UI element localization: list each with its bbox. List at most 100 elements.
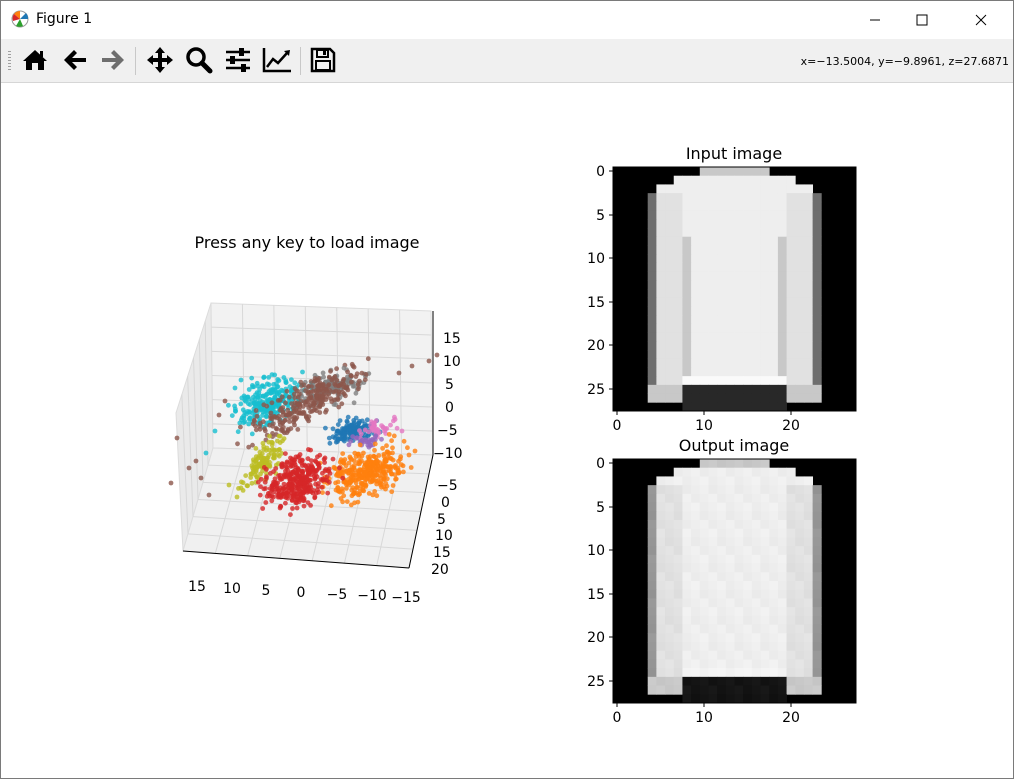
scatter-point — [236, 486, 241, 491]
scatter-point — [356, 420, 362, 426]
image-pixel — [717, 589, 727, 599]
scatter-point — [354, 484, 360, 490]
scatter-point — [238, 377, 244, 383]
figure-svg[interactable]: Press any key to load image 15 10 5 — [1, 83, 1013, 778]
image-pixel — [699, 402, 709, 412]
scatter-point — [358, 480, 364, 486]
image-pixel — [699, 589, 709, 599]
image-pixel — [725, 289, 735, 299]
image-pixel — [812, 642, 822, 652]
image-pixel — [769, 642, 779, 652]
image-pixel — [777, 467, 787, 477]
image-pixel — [656, 668, 666, 678]
scatter-point — [275, 452, 281, 458]
forward-button[interactable] — [96, 43, 130, 77]
image-pixel — [769, 323, 779, 333]
scatter-point — [330, 426, 336, 432]
image-pixel — [656, 581, 666, 591]
image-pixel — [708, 572, 718, 582]
image-pixel — [725, 393, 735, 403]
home-button[interactable] — [18, 43, 52, 77]
image-pixel — [795, 358, 805, 368]
scatter-point — [355, 499, 361, 505]
image-pixel — [717, 219, 727, 229]
pan-button[interactable] — [143, 43, 177, 77]
image-pixel — [682, 676, 692, 686]
image-pixel — [656, 554, 666, 564]
image-pixel — [734, 537, 744, 547]
x-tick-label: 10 — [695, 710, 713, 726]
image-pixel — [751, 376, 761, 386]
image-pixel — [691, 485, 701, 495]
image-pixel — [656, 485, 666, 495]
image-pixel — [769, 554, 779, 564]
back-button[interactable] — [58, 43, 92, 77]
scatter-point — [361, 439, 367, 445]
image-pixel — [673, 289, 683, 299]
image-pixel — [725, 502, 735, 512]
image-pixel — [803, 650, 814, 660]
image-pixel — [647, 201, 657, 211]
move-icon — [147, 47, 173, 73]
image-pixel — [647, 554, 657, 564]
image-pixel — [647, 572, 657, 582]
image-pixel — [656, 297, 666, 307]
image-pixel — [725, 306, 735, 316]
image-pixel — [777, 537, 787, 547]
scatter-point — [250, 442, 255, 448]
figure-canvas[interactable]: Press any key to load image 15 10 5 — [1, 83, 1013, 778]
output-image-axes[interactable]: Output image 0 5 10 15 20 25 — [587, 436, 857, 726]
subplots-button[interactable] — [221, 43, 255, 77]
image-pixel — [760, 236, 770, 246]
maximize-button[interactable] — [899, 1, 945, 39]
scatter-point — [385, 464, 391, 470]
scatter-point — [352, 450, 358, 456]
image-pixel — [751, 467, 761, 477]
image-pixel — [795, 323, 805, 333]
image-pixel — [751, 537, 761, 547]
scatter-point — [168, 480, 174, 486]
scatter-point — [364, 417, 370, 423]
image-pixel — [760, 676, 770, 686]
image-pixel — [699, 201, 709, 211]
image-pixel — [691, 297, 701, 307]
zoom-button[interactable] — [182, 43, 216, 77]
scatter-point — [383, 426, 388, 432]
image-pixel — [812, 493, 822, 503]
toolbar-grip[interactable] — [8, 51, 11, 71]
input-image-axes[interactable]: Input image 0 5 10 15 20 25 — [587, 144, 857, 434]
minimize-button[interactable] — [852, 1, 898, 39]
image-pixel — [691, 393, 701, 403]
scatter-point — [239, 395, 245, 401]
scatter-point — [399, 462, 404, 468]
image-pixel — [795, 201, 805, 211]
scatter-point — [245, 483, 251, 489]
image-pixel — [717, 167, 727, 177]
image-pixel — [691, 633, 701, 643]
image-pixel — [812, 201, 822, 211]
customize-button[interactable] — [260, 43, 294, 77]
image-pixel — [786, 511, 796, 521]
close-button[interactable] — [958, 1, 1004, 39]
image-pixel — [734, 607, 744, 617]
image-pixel — [673, 350, 683, 360]
image-pixel — [665, 520, 675, 530]
scatter-point — [347, 454, 353, 460]
scatter-3d-axes[interactable]: Press any key to load image 15 10 5 — [168, 233, 463, 606]
image-pixel — [803, 528, 814, 538]
grid-line — [198, 339, 204, 483]
title-bar[interactable]: Figure 1 — [1, 1, 1013, 39]
image-pixel — [717, 572, 727, 582]
save-button[interactable] — [306, 43, 340, 77]
image-pixel — [647, 633, 657, 643]
image-pixel — [795, 289, 805, 299]
image-pixel — [682, 384, 692, 394]
scatter-point — [356, 424, 361, 430]
image-pixel — [708, 502, 718, 512]
image-pixel — [803, 615, 814, 625]
scatter-point — [277, 505, 283, 511]
image-pixel — [795, 624, 805, 634]
scatter-point — [246, 421, 252, 427]
x-tick-label: 10 — [695, 418, 713, 434]
image-pixel — [812, 668, 822, 678]
